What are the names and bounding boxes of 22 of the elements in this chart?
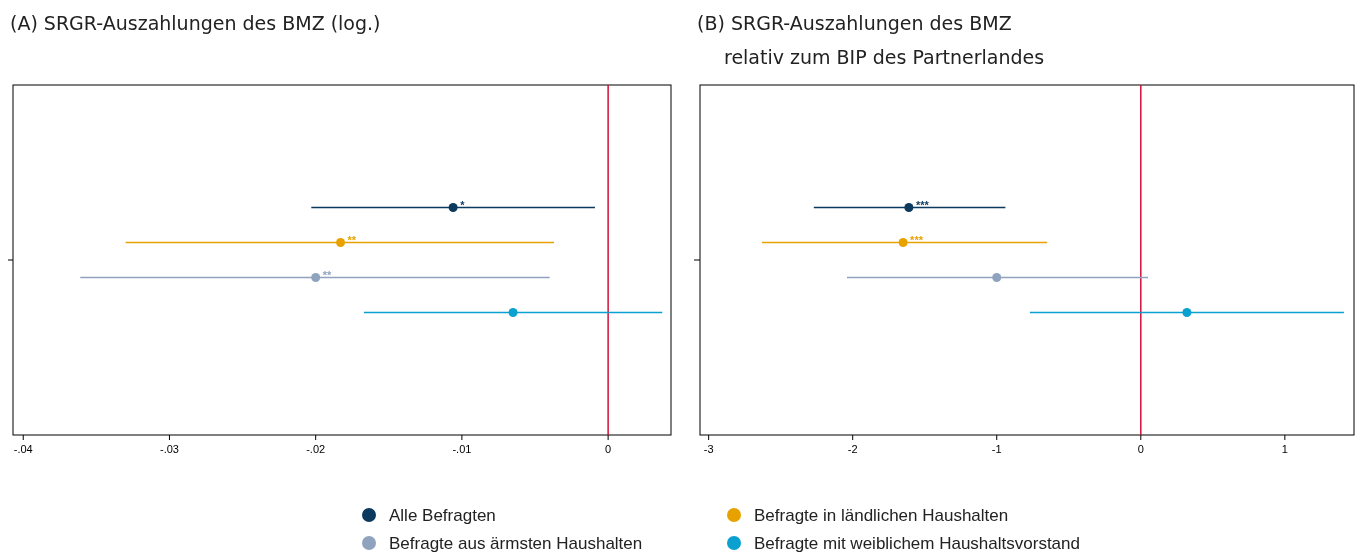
annotation: *** bbox=[915, 198, 930, 211]
x-tick-label: -2 bbox=[847, 443, 858, 455]
legend-label: Befragte aus ärmsten Haushalten bbox=[389, 534, 643, 553]
x-tick-label: 1 bbox=[1281, 443, 1288, 455]
x-tick-label: -.02 bbox=[306, 443, 326, 455]
legend-label: Alle Befragten bbox=[389, 506, 496, 525]
x-tick-label: 0 bbox=[1137, 443, 1144, 455]
x-tick-label: -.01 bbox=[452, 443, 472, 455]
x-tick-label: -1 bbox=[991, 443, 1002, 455]
annotation: ** bbox=[347, 233, 357, 246]
x-tick-label: -3 bbox=[703, 443, 714, 455]
annotation: * bbox=[460, 198, 466, 211]
annotation: ** bbox=[322, 268, 332, 281]
legend-label: Befragte in ländlichen Haushalten bbox=[754, 506, 1009, 525]
chart-title: (A) SRGR-Auszahlungen des BMZ (log.) bbox=[10, 12, 381, 34]
x-tick-label: -.04 bbox=[13, 443, 33, 455]
chart-title: (B) SRGR-Auszahlungen des BMZ bbox=[697, 12, 1012, 34]
chart-subtitle: relativ zum BIP des Partnerlandes bbox=[724, 46, 1045, 68]
annotation: *** bbox=[910, 233, 924, 246]
legend-label: Befragte mit weiblichem Haushaltsvorstand bbox=[754, 534, 1080, 553]
x-tick-label: -.03 bbox=[159, 443, 179, 455]
x-tick-label: 0 bbox=[605, 443, 612, 455]
